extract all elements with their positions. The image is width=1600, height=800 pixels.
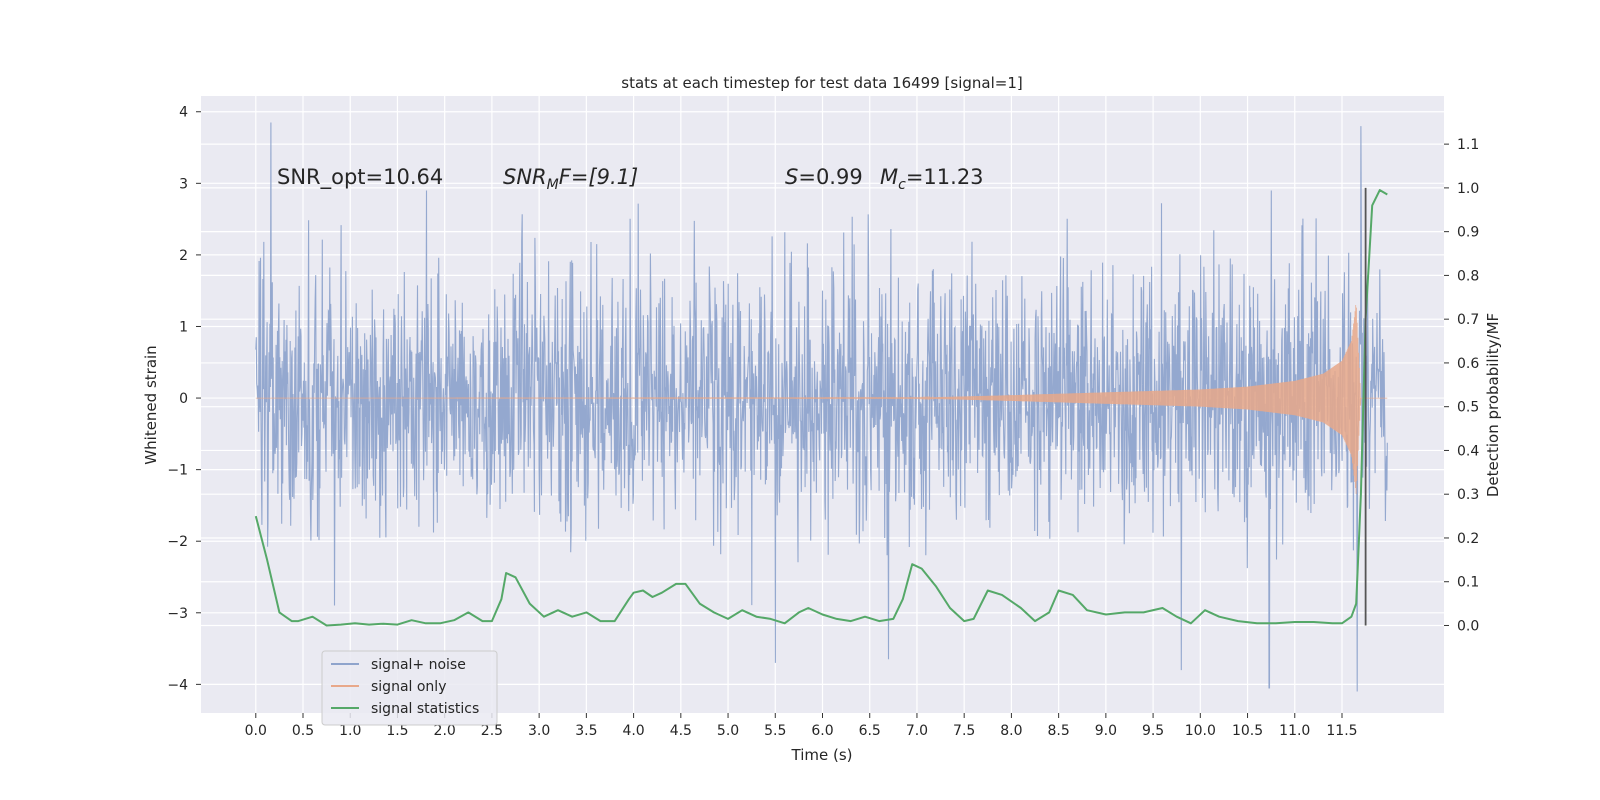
chart-title: stats at each timestep for test data 164…	[621, 74, 1022, 92]
x-tick-label: 6.5	[859, 723, 881, 739]
x-tick-label: 5.5	[764, 723, 786, 739]
annotation-s-value: =0.99	[798, 165, 862, 189]
x-tick-label: 7.0	[906, 723, 928, 739]
y-right-tick-label: 0.4	[1457, 443, 1479, 459]
annotation-mc-main: M	[880, 165, 898, 189]
annotation-s-label: S	[785, 165, 798, 189]
y-right-tick-label: 0.9	[1457, 225, 1479, 241]
signal-statistics-series	[254, 189, 1388, 627]
legend-box	[321, 650, 498, 726]
y-right-tick-label: 1.1	[1457, 137, 1479, 153]
x-tick-label: 8.0	[1000, 723, 1022, 739]
y-axis-right-ticks: 1.1 1.0 0.9 0.8 0.7 0.6 0.5 0.4 0.3 0.2 0.1 0.0	[1444, 137, 1479, 634]
annotation-snr-mf-rest: F=[9.1]	[559, 165, 638, 189]
annotation-snr-mf-main: SNR	[503, 165, 547, 189]
y-tick-label: 3	[179, 176, 188, 192]
x-tick-label: 7.5	[953, 723, 975, 739]
y-tick-label: −3	[167, 606, 188, 622]
legend-label-signal-noise: signal+ noise	[371, 657, 466, 673]
x-tick-label: 1.5	[386, 723, 408, 739]
signal-noise-line	[255, 122, 1388, 692]
y-tick-label: 2	[179, 248, 188, 264]
x-tick-label: 3.5	[575, 723, 597, 739]
y-axis-ticks: 4 3 2 1 0 −1 −2 −3 −4	[167, 105, 201, 693]
annotation-snr-opt: SNR_opt=10.64	[277, 165, 443, 190]
x-tick-label: 0.0	[245, 723, 267, 739]
annotation-mc-value: =11.23	[906, 165, 984, 189]
y-right-tick-label: 0.2	[1457, 531, 1479, 547]
y-right-tick-label: 0.7	[1457, 312, 1479, 328]
legend: signal+ noise signal only signal statist…	[321, 650, 498, 726]
x-tick-label: 2.0	[434, 723, 456, 739]
annotation-s: S=0.99	[785, 165, 863, 189]
x-tick-label: 11.0	[1279, 723, 1310, 739]
y-right-tick-label: 0.6	[1457, 356, 1479, 372]
x-tick-label: 2.5	[481, 723, 503, 739]
y-right-tick-label: 0.0	[1457, 618, 1479, 634]
y-right-tick-label: 0.5	[1457, 400, 1479, 416]
signal-only-line	[255, 304, 1388, 495]
x-tick-label: 5.0	[717, 723, 739, 739]
x-axis-label: Time (s)	[791, 746, 853, 764]
y-right-tick-label: 1.0	[1457, 181, 1479, 197]
y-tick-label: −4	[167, 677, 188, 693]
x-axis-ticks: 0.0 0.5 1.0 1.5 2.0 2.5 3.0 3.5 4.0 4.5 5.0 5.5 6.0 6…	[245, 713, 1358, 739]
y-tick-label: −1	[167, 463, 188, 479]
annotation-snr-mf-sub: M	[547, 177, 559, 193]
x-tick-label: 6.0	[811, 723, 833, 739]
annotation-snr-mf: SNRMF=[9.1]	[503, 165, 638, 193]
annotation-mc: Mc=11.23	[880, 165, 984, 193]
x-tick-label: 10.0	[1185, 723, 1216, 739]
y-right-tick-label: 0.1	[1457, 575, 1479, 591]
x-tick-label: 3.0	[528, 723, 550, 739]
annotation-mc-sub: c	[898, 177, 906, 193]
y-tick-label: −2	[167, 534, 188, 550]
y-axis-right-label: Detection probability/MF	[1484, 313, 1502, 497]
signal-statistics-line	[254, 189, 1388, 627]
y-tick-label: 1	[179, 319, 188, 335]
x-tick-label: 11.5	[1326, 723, 1357, 739]
signal-only-series	[255, 304, 1388, 495]
legend-label-signal-statistics: signal statistics	[371, 701, 479, 717]
x-tick-label: 1.0	[339, 723, 361, 739]
y-tick-label: 4	[179, 105, 188, 121]
x-tick-label: 9.0	[1095, 723, 1117, 739]
x-tick-label: 8.5	[1047, 723, 1069, 739]
y-axis-label: Whitened strain	[142, 345, 160, 464]
annotations: SNR_opt=10.64 SNRMF=[9.1] S=0.99 Mc=11.2…	[277, 165, 984, 193]
legend-label-signal-only: signal only	[371, 679, 446, 695]
x-tick-label: 4.0	[622, 723, 644, 739]
x-tick-label: 0.5	[292, 723, 314, 739]
y-tick-label: 0	[179, 391, 188, 407]
x-tick-label: 4.5	[670, 723, 692, 739]
x-tick-label: 10.5	[1232, 723, 1263, 739]
x-tick-label: 9.5	[1142, 723, 1164, 739]
y-right-tick-label: 0.3	[1457, 487, 1479, 503]
signal-noise-series	[255, 122, 1388, 692]
y-right-tick-label: 0.8	[1457, 268, 1479, 284]
